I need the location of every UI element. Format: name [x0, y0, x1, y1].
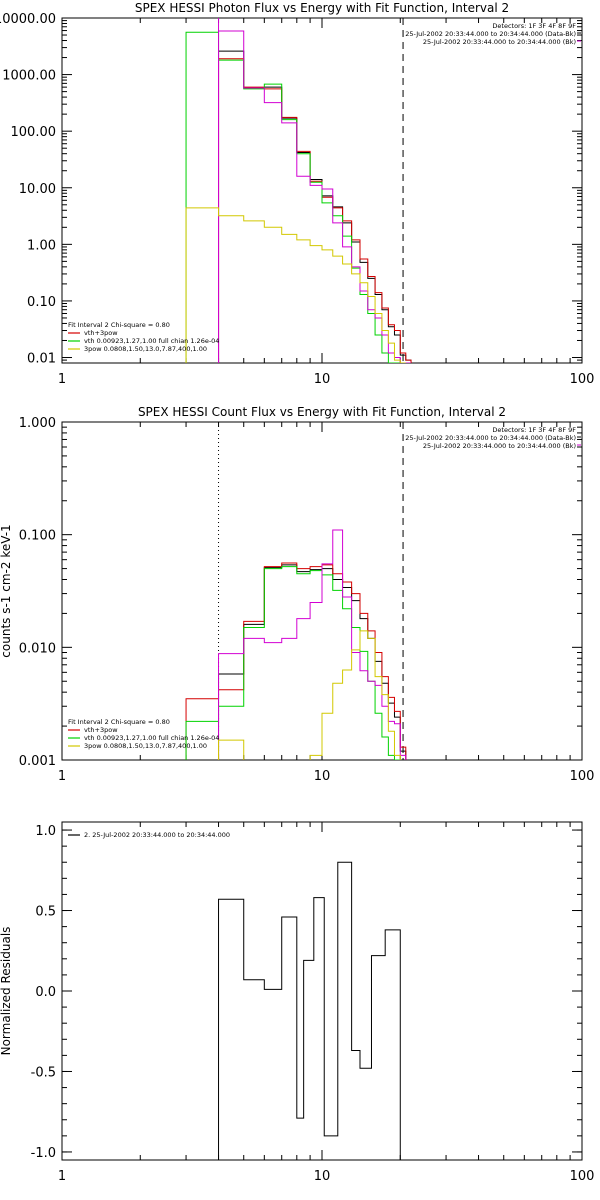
legend-header: Fit Interval 2 Chi-square = 0.80 — [68, 718, 170, 726]
y-tick-label: 1000.00 — [2, 69, 56, 84]
series-line-5 — [185, 207, 406, 363]
x-tick-label: 1 — [58, 1169, 66, 1184]
y-tick-label: 10.00 — [19, 182, 56, 197]
legend-entry: vth+3pow — [84, 329, 118, 337]
detector-info-line: 25-Jul-2002 20:33:44.000 to 20:34:44.000… — [423, 38, 576, 46]
detector-info-line: Detectors: 1F 3F 4F 8F 9F — [492, 426, 576, 434]
y-tick-label: 0.01 — [27, 352, 56, 367]
x-tick-label: 1 — [58, 372, 66, 387]
chart-panel-1: SPEX HESSI Photon Flux vs Energy with Fi… — [0, 1, 594, 387]
y-tick-label: 0.001 — [19, 754, 56, 769]
series-line-4 — [218, 529, 407, 760]
detector-info-line: 25-Jul-2002 20:33:44.000 to 20:34:44.000… — [405, 434, 576, 442]
series-line-1 — [218, 564, 407, 760]
detector-info-line: Detectors: 1F 3F 4F 8F 9F — [492, 22, 576, 30]
y-axis-label: counts s-1 cm-2 keV-1 — [0, 524, 13, 657]
series-line-1 — [218, 861, 401, 1160]
y-tick-label: 1.0 — [35, 824, 56, 839]
series-line-4 — [218, 30, 412, 363]
x-tick-label: 100 — [570, 769, 595, 784]
y-tick-label: 0.5 — [35, 905, 56, 920]
chart-panel-3: Normalized Residuals 1 10 100 1.0 0.5 0.0 -0.5 -… — [0, 821, 595, 1184]
x-tick-label: 100 — [570, 1169, 595, 1184]
x-tick-label: 10 — [314, 769, 331, 784]
detector-info-line: 25-Jul-2002 20:33:44.000 to 20:34:44.000… — [423, 442, 576, 450]
y-tick-label: 10000.00 — [0, 12, 56, 27]
legend-entry: vth 0.00923,1.27,1.00 full chian 1.26e-0… — [84, 734, 219, 742]
chart-title: SPEX HESSI Count Flux vs Energy with Fit… — [138, 405, 506, 419]
y-axis-label: Normalized Residuals — [0, 927, 13, 1056]
legend-header: Fit Interval 2 Chi-square = 0.80 — [68, 321, 170, 329]
plot-frame — [61, 821, 583, 1161]
legend-entry: 2. 25-Jul-2002 20:33:44.000 to 20:34:44.… — [84, 831, 230, 839]
chart-title: SPEX HESSI Photon Flux vs Energy with Fi… — [135, 1, 509, 15]
y-tick-label: -0.5 — [31, 1065, 56, 1080]
x-tick-label: 1 — [58, 769, 66, 784]
series-line-3 — [185, 566, 401, 760]
y-tick-label: -1.0 — [31, 1146, 56, 1161]
chart-panel-2: SPEX HESSI Count Flux vs Energy with Fit… — [0, 405, 594, 784]
y-tick-label: 1.000 — [19, 416, 56, 431]
legend-entry: 3pow 0.0808,1.50,13.0,7.87,400,1.00 — [84, 345, 207, 353]
y-tick-label: 0.010 — [19, 641, 56, 656]
legend-entry: vth 0.00923,1.27,1.00 full chian 1.26e-0… — [84, 337, 219, 345]
y-tick-label: 0.100 — [19, 529, 56, 544]
legend-entry: 3pow 0.0808,1.50,13.0,7.87,400,1.00 — [84, 742, 207, 750]
y-tick-label: 0.0 — [35, 985, 56, 1000]
x-tick-label: 10 — [314, 1169, 331, 1184]
y-tick-label: 0.10 — [27, 295, 56, 310]
y-tick-label: 100.00 — [11, 125, 57, 140]
x-tick-label: 10 — [314, 372, 331, 387]
y-tick-label: 1.00 — [27, 238, 56, 253]
x-tick-label: 100 — [570, 372, 595, 387]
legend-entry: vth+3pow — [84, 726, 118, 734]
detector-info-line: 25-Jul-2002 20:33:44.000 to 20:34:44.000… — [405, 30, 576, 38]
series-line-5 — [218, 630, 401, 760]
